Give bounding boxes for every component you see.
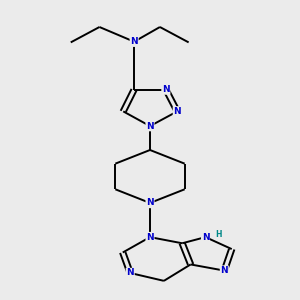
Text: N: N	[146, 232, 154, 242]
Text: N: N	[202, 232, 209, 242]
Text: N: N	[130, 37, 138, 46]
Text: N: N	[126, 268, 134, 278]
Text: N: N	[162, 85, 170, 94]
Text: H: H	[215, 230, 222, 239]
Text: N: N	[146, 122, 154, 130]
Text: N: N	[220, 266, 228, 275]
Text: N: N	[146, 199, 154, 208]
Text: N: N	[173, 107, 181, 116]
